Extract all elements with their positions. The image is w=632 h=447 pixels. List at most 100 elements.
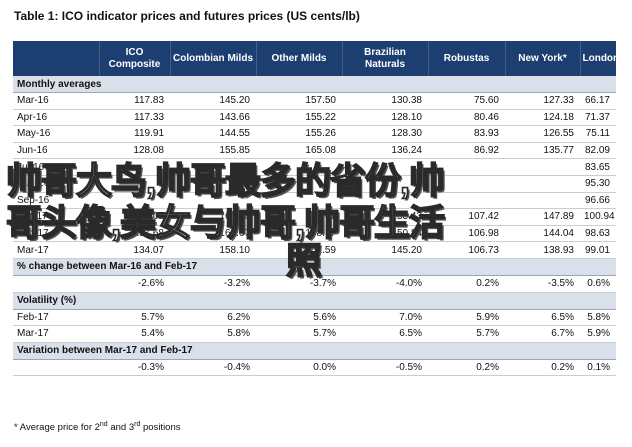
table-cell: 143.66: [170, 109, 256, 127]
table-cell: [256, 192, 342, 210]
table-row: -2.6% -3.2% -3.7% -4.0% 0.2% -3.5% 0.6%: [13, 275, 616, 293]
footnote: * Average price for 2nd and 3rd position…: [14, 421, 181, 433]
table-cell: 86.92: [428, 142, 505, 160]
table-cell: -0.3%: [99, 359, 170, 377]
column-header: Colombian Milds: [169, 41, 256, 76]
section-header-row: Variation between Mar-17 and Feb-17: [13, 342, 616, 360]
table-cell: 153.43: [342, 208, 428, 226]
table-cell: 106.73: [428, 241, 505, 259]
table-cell: -3.7%: [256, 275, 342, 293]
table-cell: 117.33: [99, 109, 170, 127]
column-header: London*: [579, 41, 623, 76]
table-cell: [256, 175, 342, 193]
row-label: Mar-17: [13, 241, 99, 259]
table-cell: 139.07: [99, 208, 170, 226]
row-label: Jul-16: [13, 158, 99, 176]
table-cell: 100.94: [580, 208, 616, 226]
table-cell: 6.2%: [170, 309, 256, 327]
table-row: Sep-16 96.66: [13, 192, 616, 210]
table-cell: 66.17: [580, 92, 616, 110]
column-header: New York*: [504, 41, 580, 76]
table-cell: [99, 158, 170, 176]
table-title: Table 1: ICO indicator prices and future…: [14, 9, 360, 23]
table-cell: 98.63: [580, 225, 616, 243]
footnote-text: positions: [140, 422, 181, 434]
watermark-overlay: 帅哥大鸟,帅哥最多的省份,帅 哥头像,美女与帅哥,帅哥生活 照: [5, 159, 626, 282]
table-cell: 145.20: [342, 241, 428, 259]
table-cell: 6.5%: [342, 325, 428, 343]
table-cell: 7.0%: [342, 309, 428, 327]
table-cell: 155.26: [256, 125, 342, 143]
table-cell: 117.83: [99, 92, 170, 110]
price-table: ICO Composite Colombian Milds Other Milds B…: [13, 41, 623, 377]
table-row: Feb-17 137.68 163.67 168.77 150.84 106.98 144.…: [13, 225, 616, 243]
table-cell: 157.50: [256, 92, 342, 110]
column-header: Other Milds: [255, 41, 342, 76]
row-label: Mar-17: [13, 325, 99, 343]
table-cell: 83.65: [580, 158, 616, 176]
table-cell: 5.4%: [99, 325, 170, 343]
table-cell: [428, 175, 505, 193]
table-cell: 5.7%: [99, 309, 170, 327]
section-label: Variation between Mar-17 and Feb-17: [13, 342, 616, 360]
table-body: Monthly averages Mar-16 117.83 145.20 157.50…: [13, 76, 616, 377]
table-cell: 158.10: [170, 241, 256, 259]
table-cell: 75.60: [428, 92, 505, 110]
table-cell: 5.9%: [428, 309, 505, 327]
table-row: Aug-16 95.30: [13, 175, 616, 193]
table-cell: -2.6%: [99, 275, 170, 293]
table-row: Jan-17 139.07 164.96 169.07 153.43 107.42 147.…: [13, 208, 616, 226]
table-cell: 136.24: [342, 142, 428, 160]
table-cell: 75.11: [580, 125, 616, 143]
row-label: Jun-16: [13, 142, 99, 160]
table-cell: 150.84: [342, 225, 428, 243]
table-cell: 83.93: [428, 125, 505, 143]
table-cell: 128.08: [99, 142, 170, 160]
header-cell-blank: [13, 41, 99, 76]
table-cell: 5.8%: [580, 309, 616, 327]
table-cell: 124.18: [505, 109, 580, 127]
table-cell: 5.9%: [580, 325, 616, 343]
table-cell: 106.98: [428, 225, 505, 243]
table-cell: 0.1%: [580, 359, 616, 377]
table-cell: 128.10: [342, 109, 428, 127]
table-cell: 6.7%: [505, 325, 580, 343]
table-cell: 155.85: [170, 142, 256, 160]
table-cell: 126.55: [505, 125, 580, 143]
section-header-row: Volatility (%): [13, 292, 616, 310]
table-cell: [428, 158, 505, 176]
table-cell: 107.42: [428, 208, 505, 226]
row-label: Sep-16: [13, 192, 99, 210]
header-row: ICO Composite Colombian Milds Other Milds B…: [13, 41, 623, 76]
table-cell: -3.2%: [170, 275, 256, 293]
table-cell: [99, 192, 170, 210]
table-cell: 95.30: [580, 175, 616, 193]
row-label: Mar-16: [13, 92, 99, 110]
table-row: Mar-17 5.4% 5.8% 5.7% 6.5% 5.7% 6.7% 5.9%: [13, 325, 616, 343]
table-row: Mar-17 134.07 158.10 162.59 145.20 106.73 138.…: [13, 241, 616, 259]
table-row: Jun-16 128.08 155.85 165.08 136.24 86.92 135.7…: [13, 142, 616, 160]
row-label: Jan-17: [13, 208, 99, 226]
table-row: Mar-16 117.83 145.20 157.50 130.38 75.60 127.3…: [13, 92, 616, 110]
table-cell: 119.91: [99, 125, 170, 143]
table-row: May-16 119.91 144.55 155.26 128.30 83.93 126.5…: [13, 125, 616, 143]
table-cell: [256, 158, 342, 176]
table-cell: [170, 192, 256, 210]
column-header: Robustas: [427, 41, 505, 76]
table-cell: 0.2%: [505, 359, 580, 377]
table-cell: 6.5%: [505, 309, 580, 327]
row-label: [13, 275, 99, 293]
table-cell: 5.7%: [256, 325, 342, 343]
table-cell: [342, 175, 428, 193]
table-cell: [505, 158, 580, 176]
table-cell: 145.20: [170, 92, 256, 110]
table-cell: 5.8%: [170, 325, 256, 343]
section-header-row: Monthly averages: [13, 76, 616, 93]
row-label: Feb-17: [13, 225, 99, 243]
table-cell: [342, 158, 428, 176]
table-cell: 134.07: [99, 241, 170, 259]
table-row: -0.3% -0.4% 0.0% -0.5% 0.2% 0.2% 0.1%: [13, 359, 616, 377]
table-row: Apr-16 117.33 143.66 155.22 128.10 80.46 124.1…: [13, 109, 616, 127]
table-cell: 138.93: [505, 241, 580, 259]
table-cell: 144.04: [505, 225, 580, 243]
